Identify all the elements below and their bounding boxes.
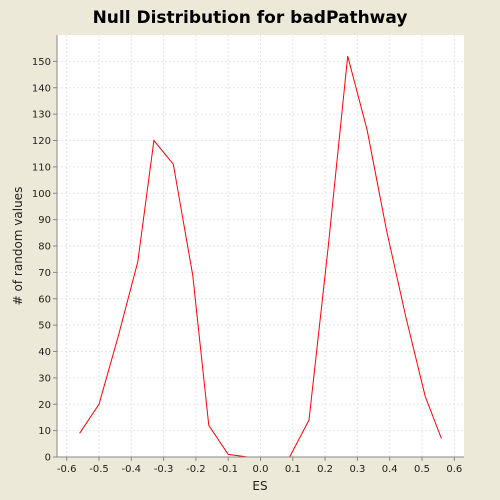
x-axis-label: ES bbox=[252, 479, 267, 493]
y-tick-label: 40 bbox=[38, 347, 51, 358]
plot-area bbox=[57, 35, 464, 457]
x-tick-label: 0.3 bbox=[349, 464, 365, 475]
y-tick-label: 140 bbox=[32, 83, 51, 94]
y-axis-label: # of random values bbox=[11, 187, 25, 306]
y-tick-label: 80 bbox=[38, 242, 51, 253]
y-tick-label: 100 bbox=[32, 189, 51, 200]
x-tick-label: -0.1 bbox=[218, 464, 238, 475]
x-tick-label: 0.4 bbox=[382, 464, 398, 475]
y-tick-label: 30 bbox=[38, 373, 51, 384]
y-tick-label: 10 bbox=[38, 426, 51, 437]
y-tick-label: 150 bbox=[32, 57, 51, 68]
tick-labels: 0 10 20 30 40 50 60 70 80 90 100 110 120 130 140 150 -0.… bbox=[32, 57, 462, 475]
x-tick-label: -0.2 bbox=[186, 464, 206, 475]
y-tick-label: 90 bbox=[38, 215, 51, 226]
chart-title: Null Distribution for badPathway bbox=[93, 8, 408, 28]
x-tick-label: 0.6 bbox=[446, 464, 462, 475]
y-tick-label: 0 bbox=[45, 453, 51, 464]
x-tick-label: -0.6 bbox=[57, 464, 77, 475]
axes bbox=[53, 35, 464, 461]
y-tick-label: 120 bbox=[32, 136, 51, 147]
x-tick-label: -0.4 bbox=[122, 464, 142, 475]
x-tick-label: 0.1 bbox=[285, 464, 301, 475]
y-tick-label: 50 bbox=[38, 321, 51, 332]
y-tick-label: 70 bbox=[38, 268, 51, 279]
x-tick-label: 0.2 bbox=[317, 464, 333, 475]
x-tick-label: 0.0 bbox=[253, 464, 269, 475]
x-tick-label: -0.3 bbox=[154, 464, 174, 475]
x-tick-label: 0.5 bbox=[414, 464, 430, 475]
y-tick-label: 110 bbox=[32, 162, 51, 173]
y-tick-label: 20 bbox=[38, 400, 51, 411]
y-tick-label: 130 bbox=[32, 110, 51, 121]
x-tick-label: -0.5 bbox=[89, 464, 109, 475]
y-tick-label: 60 bbox=[38, 294, 51, 305]
